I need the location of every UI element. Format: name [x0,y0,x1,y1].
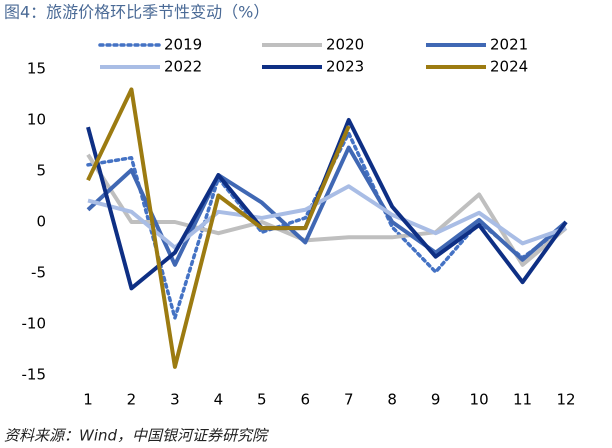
source: 资料来源：Wind，中国银河证券研究院 [4,427,269,445]
x-tick-label: 8 [387,391,397,409]
x-tick-label: 4 [214,391,224,409]
legend-label: 2024 [490,58,528,76]
legend-label: 2023 [326,58,364,76]
x-tick-label: 2 [127,391,137,409]
y-tick-label: 10 [27,111,46,129]
legend-label: 2022 [164,58,202,76]
x-tick-label: 10 [470,391,489,409]
x-tick-label: 1 [83,391,93,409]
x-tick-label: 3 [170,391,180,409]
chart-title: 图4：旅游价格环比季节性变动（%） [4,3,269,22]
y-tick-label: 5 [36,162,46,180]
x-tick-label: 6 [300,391,310,409]
x-tick-label: 9 [431,391,441,409]
x-tick-label: 11 [513,391,532,409]
line-series [86,145,568,267]
y-tick-label: -10 [22,315,47,333]
y-tick-label: -15 [22,366,47,384]
y-tick-label: 0 [36,213,46,231]
line-series [87,184,567,250]
x-tick-label: 7 [344,391,354,409]
legend-label: 2020 [326,36,364,54]
legend-label: 2021 [490,36,528,54]
line-series [86,153,568,267]
x-tick-label: 12 [556,391,575,409]
line-series [86,87,351,369]
legend-label: 2019 [164,36,202,54]
y-tick-label: 15 [27,60,46,78]
y-tick-label: -5 [31,264,46,282]
x-tick-label: 5 [257,391,267,409]
